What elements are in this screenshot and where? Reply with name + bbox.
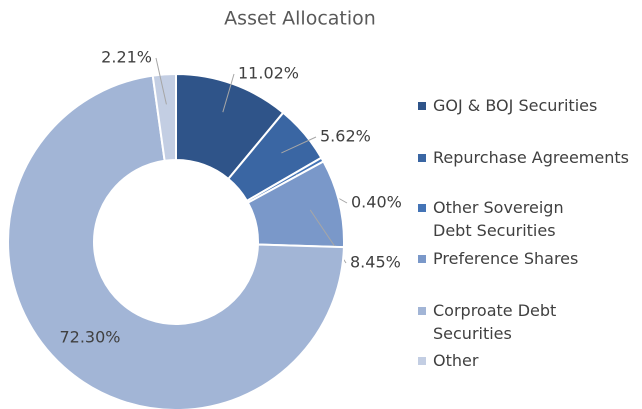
data-label: 0.40%	[351, 193, 402, 212]
legend-label: GOJ & BOJ Securities	[433, 96, 598, 115]
legend-item: Corproate Debt Securities	[418, 299, 588, 345]
data-label: 8.45%	[350, 253, 401, 272]
chart-title: Asset Allocation	[224, 8, 376, 30]
legend-label: Preference Shares	[433, 249, 579, 268]
donut-slice	[7, 74, 345, 409]
legend-label: Corproate Debt Securities	[433, 301, 557, 343]
legend-label: Other Sovereign Debt Securities	[433, 198, 564, 240]
donut-slice	[151, 72, 177, 162]
legend-item: Repurchase Agreements	[418, 146, 638, 169]
legend-swatch	[418, 307, 426, 315]
legend-item: GOJ & BOJ Securities	[418, 94, 628, 117]
legend-swatch	[418, 102, 426, 110]
data-label: 72.30%	[59, 328, 120, 347]
legend-label: Other	[433, 351, 479, 370]
legend-swatch	[418, 204, 426, 212]
legend-swatch	[418, 255, 426, 263]
data-label: 5.62%	[320, 127, 371, 146]
legend-swatch	[418, 154, 426, 162]
legend-label: Repurchase Agreements	[433, 148, 629, 167]
data-label: 11.02%	[238, 64, 299, 83]
legend-item: Preference Shares	[418, 247, 628, 270]
data-label: 2.21%	[101, 48, 152, 67]
leader-line	[281, 136, 317, 154]
legend-item: Other Sovereign Debt Securities	[418, 196, 593, 242]
legend-swatch	[418, 357, 426, 365]
leader-line	[155, 57, 167, 105]
legend-item: Other	[418, 349, 628, 372]
leader-line	[222, 73, 235, 113]
